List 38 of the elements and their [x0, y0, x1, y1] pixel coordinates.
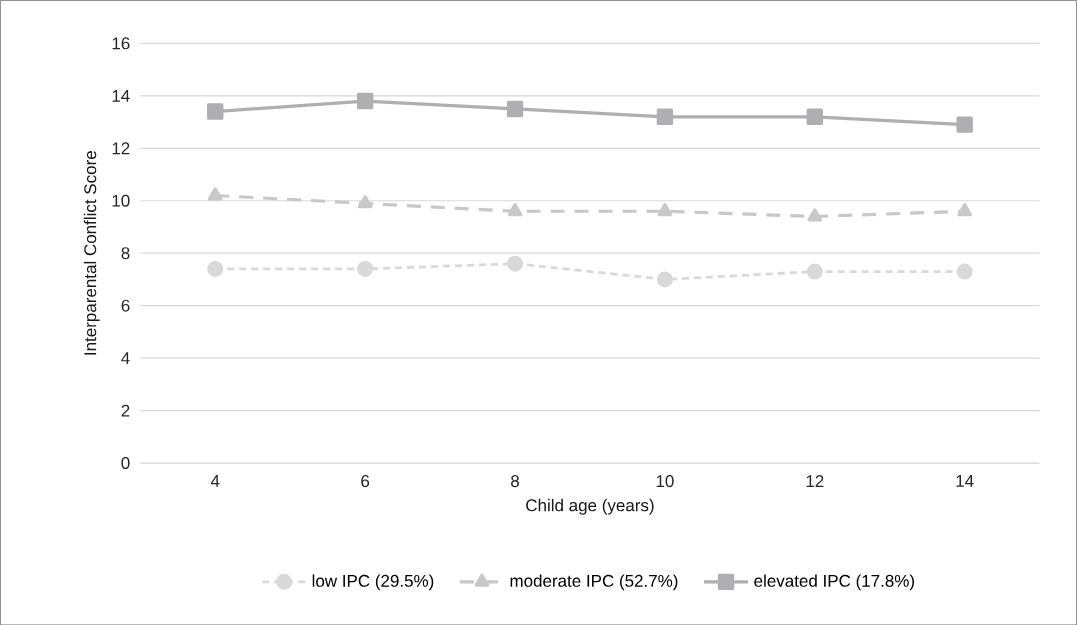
point — [806, 263, 823, 280]
y-tick-label: 4 — [121, 352, 130, 364]
y-tick-label: 2 — [121, 404, 130, 417]
x-tick-label: 14 — [956, 474, 974, 487]
legend-label: moderate IPC (52.7%) — [510, 574, 678, 591]
point — [357, 195, 373, 209]
y-tick-label: 16 — [112, 37, 130, 50]
point — [957, 202, 972, 216]
point — [207, 260, 224, 277]
point — [656, 108, 674, 125]
y-axis-title: Interparental Conflict Score — [83, 150, 100, 355]
point — [657, 202, 673, 216]
point — [506, 100, 524, 117]
y-tick-label: 8 — [121, 247, 130, 260]
x-tick-label: 12 — [806, 474, 824, 487]
y-tick-label: 6 — [121, 299, 130, 312]
point — [357, 260, 374, 277]
legend-label: elevated IPC (17.8%) — [754, 574, 914, 591]
point — [806, 108, 823, 125]
point — [507, 255, 524, 272]
y-tick-label: 12 — [112, 142, 130, 155]
legend-label: low IPC (29.5%) — [312, 574, 434, 591]
point — [207, 187, 223, 201]
x-tick-label: 4 — [210, 474, 220, 487]
point — [507, 202, 523, 216]
x-tick-label: 8 — [511, 474, 520, 487]
x-axis-title: Child age (years) — [526, 498, 654, 515]
point — [207, 103, 224, 120]
y-tick-label: 10 — [112, 194, 130, 207]
y-tick-label: 0 — [121, 456, 130, 469]
point — [356, 92, 374, 110]
point — [956, 116, 973, 133]
point — [807, 208, 823, 222]
x-tick-label: 6 — [361, 474, 370, 487]
x-tick-label: 10 — [656, 474, 674, 487]
point — [956, 263, 973, 280]
y-tick-label: 14 — [112, 89, 130, 102]
point — [656, 271, 673, 288]
